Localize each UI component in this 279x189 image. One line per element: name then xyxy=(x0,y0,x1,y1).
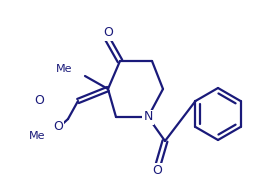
Text: O: O xyxy=(53,121,63,133)
Text: Me: Me xyxy=(56,64,72,74)
Text: O: O xyxy=(103,26,113,40)
Text: O: O xyxy=(34,94,44,108)
Text: O: O xyxy=(152,163,162,177)
Text: N: N xyxy=(143,111,153,123)
Text: Me: Me xyxy=(28,131,45,141)
